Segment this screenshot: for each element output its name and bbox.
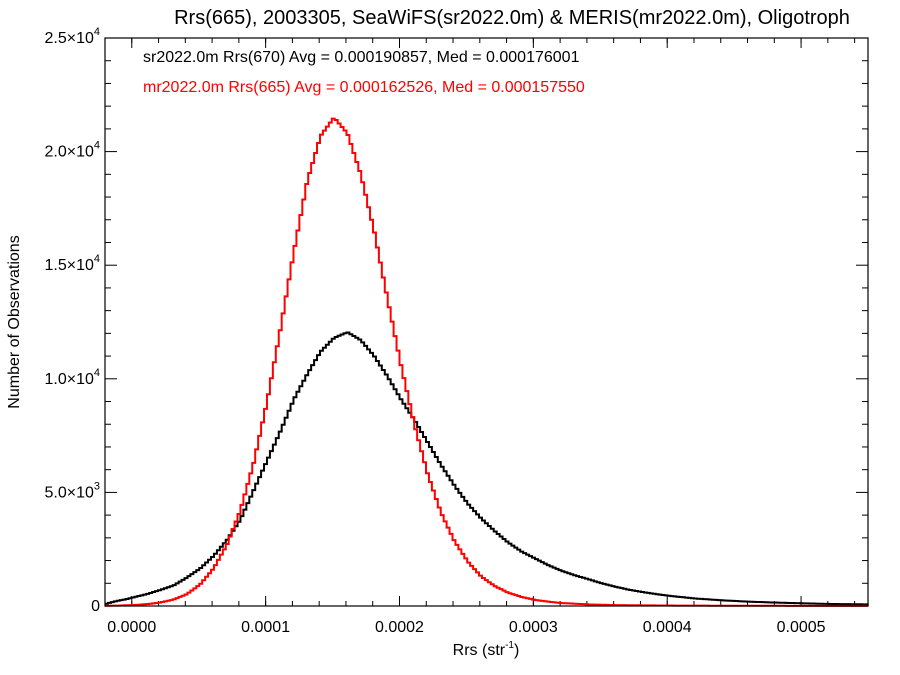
x-axis-label-close: ): [514, 642, 519, 659]
y-tick-label: 1.5×104: [44, 253, 100, 274]
y-tick-mantissa: 2.5×10: [44, 30, 93, 47]
x-tick-label: 0.0004: [643, 619, 692, 636]
x-tick-labels: 0.0000 0.0001 0.0002 0.0003 0.0004 0.0005: [107, 619, 825, 636]
x-axis-label-unit-exponent: -1: [505, 640, 514, 651]
y-tick-mantissa: 1.5×10: [44, 257, 93, 274]
y-tick-label: 1.0×104: [44, 367, 100, 388]
series-line-red: [105, 117, 869, 607]
y-tick-label: 2.5×104: [44, 26, 100, 47]
y-tick-mantissa: 5.0×10: [44, 484, 93, 501]
chart-title: Rrs(665), 2003305, SeaWiFS(sr2022.0m) & …: [174, 7, 850, 29]
x-tick-label: 0.0003: [509, 619, 558, 636]
x-tick-label: 0.0005: [777, 619, 826, 636]
plot-frame: [104, 37, 869, 607]
y-tick-mantissa: 1.0×10: [44, 371, 93, 388]
y-axis-label: Number of Observations: [6, 235, 23, 408]
axis-ticks: [104, 37, 868, 607]
y-tick-label: 5.0×103: [44, 480, 100, 501]
legend-black-series: sr2022.0m Rrs(670) Avg = 0.000190857, Me…: [143, 49, 580, 66]
series-line-black: [105, 331, 869, 606]
y-tick-mantissa: 2.0×10: [44, 144, 93, 161]
y-tick-exponent: 4: [94, 367, 100, 379]
legend-red-series: mr2022.0m Rrs(665) Avg = 0.000162526, Me…: [143, 79, 585, 96]
x-tick-label: 0.0002: [375, 619, 424, 636]
series-layer: [105, 117, 869, 607]
y-tick-exponent: 4: [94, 140, 100, 152]
x-axis-label: Rrs (str-1): [453, 640, 520, 659]
y-tick-label: 0: [91, 598, 100, 615]
y-tick-exponent: 3: [94, 480, 100, 492]
x-axis-label-text: Rrs (str: [453, 642, 506, 659]
x-tick-label: 0.0000: [107, 619, 156, 636]
y-tick-exponent: 4: [94, 253, 100, 265]
y-tick-exponent: 4: [94, 26, 100, 38]
x-tick-label: 0.0001: [241, 619, 290, 636]
y-tick-label: 2.0×104: [44, 140, 100, 161]
y-tick-mantissa: 0: [91, 598, 100, 615]
